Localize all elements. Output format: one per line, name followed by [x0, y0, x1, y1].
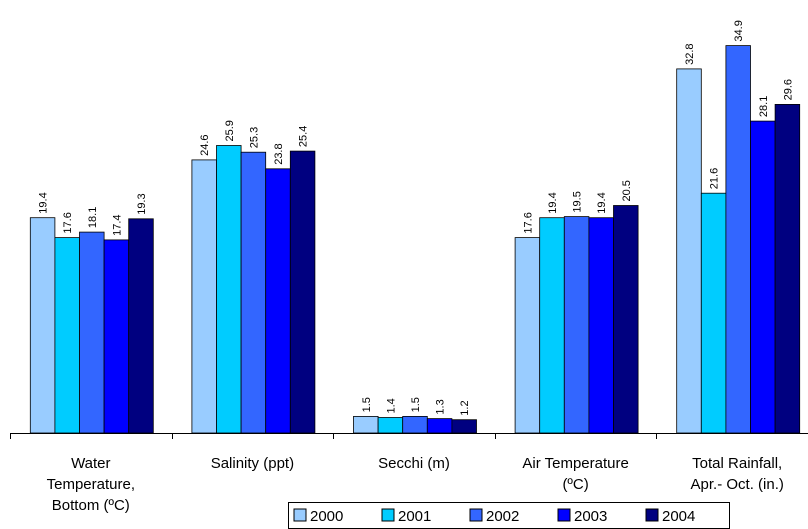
category-labels: Water Temperature, Bottom (ºC) Salinity (pp…: [47, 455, 784, 514]
data-label: 18.1: [87, 207, 99, 228]
category-label: Water: [71, 455, 110, 472]
bar-2003-4: [750, 120, 776, 434]
bar-2001-3: [539, 217, 565, 434]
legend: 2000 2001 2002 2003 2004: [288, 502, 730, 529]
bar-2000-2: [353, 415, 379, 434]
bar-2002-3: [563, 216, 590, 434]
data-label: 28.1: [758, 96, 770, 117]
bar-2000-1: [191, 159, 217, 434]
value-labels-layer: 19.4 17.6 18.1 17.4 19.3 24.6 25.9 25.3 23.8 25.4…: [38, 20, 795, 416]
data-label: 23.8: [273, 143, 285, 164]
data-label: 19.5: [572, 191, 584, 212]
legend-label-2002: 2002: [486, 508, 519, 525]
x-axis-ticks: [10, 433, 657, 439]
bar-2001-1: [216, 145, 242, 434]
legend-swatch-2002: [469, 508, 483, 522]
bar-2001-2: [377, 417, 404, 434]
category-label: (ºC): [562, 476, 588, 493]
bar-2001-4: [700, 192, 727, 434]
data-label: 34.9: [733, 20, 745, 41]
legend-swatch-2003: [557, 508, 571, 522]
legend-swatch-2001: [381, 508, 395, 522]
category-label: Air Temperature: [522, 455, 628, 472]
data-label: 17.4: [111, 214, 123, 235]
data-label: 19.4: [596, 192, 608, 213]
legend-label-2000: 2000: [310, 508, 343, 525]
bar-2002-2: [402, 415, 428, 434]
bar-2000-3: [514, 237, 541, 434]
legend-swatch-2004: [645, 508, 659, 522]
legend-label-2004: 2004: [662, 508, 695, 525]
data-label: 24.6: [199, 134, 211, 155]
bar-2004-3: [613, 205, 639, 434]
category-label: Salinity (ppt): [211, 455, 294, 472]
data-label: 1.5: [361, 397, 373, 412]
bar-2000-4: [676, 68, 702, 434]
data-label: 19.4: [38, 192, 50, 213]
data-label: 1.5: [410, 397, 422, 412]
bar-2001-0: [54, 237, 80, 434]
category-label: Apr.- Oct. (in.): [691, 476, 784, 493]
data-label: 19.3: [136, 193, 148, 214]
bar-2002-1: [240, 151, 267, 434]
bar-2004-4: [774, 104, 801, 434]
data-label: 17.6: [522, 212, 534, 233]
bar-2003-0: [103, 239, 130, 434]
data-label: 1.2: [459, 400, 471, 415]
category-label: Bottom (ºC): [52, 497, 130, 514]
data-label: 20.5: [621, 180, 633, 201]
bar-2002-0: [79, 231, 105, 434]
category-label: Total Rainfall,: [692, 455, 782, 472]
legend-label-2001: 2001: [398, 508, 431, 525]
bars-layer: [29, 45, 801, 434]
data-label: 19.4: [547, 192, 559, 213]
data-label: 29.6: [782, 79, 794, 100]
data-label: 25.3: [248, 127, 260, 148]
category-label: Temperature,: [47, 476, 135, 493]
legend-swatch-2000: [293, 508, 307, 522]
data-label: 32.8: [684, 43, 696, 64]
bar-2003-3: [588, 217, 614, 434]
bar-2004-0: [128, 218, 154, 434]
data-label: 1.3: [435, 399, 447, 414]
bar-2004-2: [451, 419, 477, 434]
data-label: 21.6: [709, 168, 721, 189]
data-label: 25.9: [224, 120, 236, 141]
bar-2002-4: [725, 45, 751, 434]
bar-2000-0: [29, 217, 56, 434]
bar-2003-1: [265, 168, 291, 434]
data-label: 25.4: [298, 126, 310, 147]
legend-label-2003: 2003: [574, 508, 607, 525]
category-label: Secchi (m): [378, 455, 450, 472]
bar-2003-2: [426, 418, 453, 434]
bar-2004-1: [289, 150, 316, 434]
data-label: 1.4: [385, 398, 397, 413]
data-label: 17.6: [62, 212, 74, 233]
